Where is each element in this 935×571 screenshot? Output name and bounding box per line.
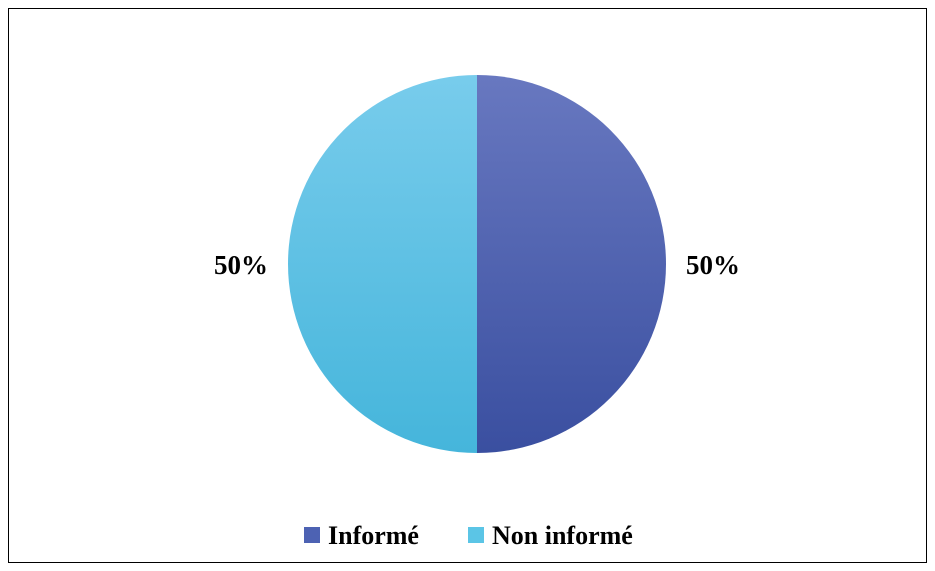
legend-swatch-non-informe — [468, 527, 484, 543]
legend-label-informe: Informé — [328, 521, 419, 550]
slice-labels: 50% 50% — [214, 250, 740, 280]
pie-slices — [288, 75, 666, 453]
legend: Informé Non informé — [304, 521, 633, 550]
legend-swatch-informe — [304, 527, 320, 543]
legend-label-non-informe: Non informé — [492, 521, 633, 550]
pie-slice-informe — [477, 75, 666, 453]
slice-label-non-informe: 50% — [214, 250, 268, 280]
pie-slice-non-informe — [288, 75, 477, 453]
slice-label-informe: 50% — [686, 250, 740, 280]
